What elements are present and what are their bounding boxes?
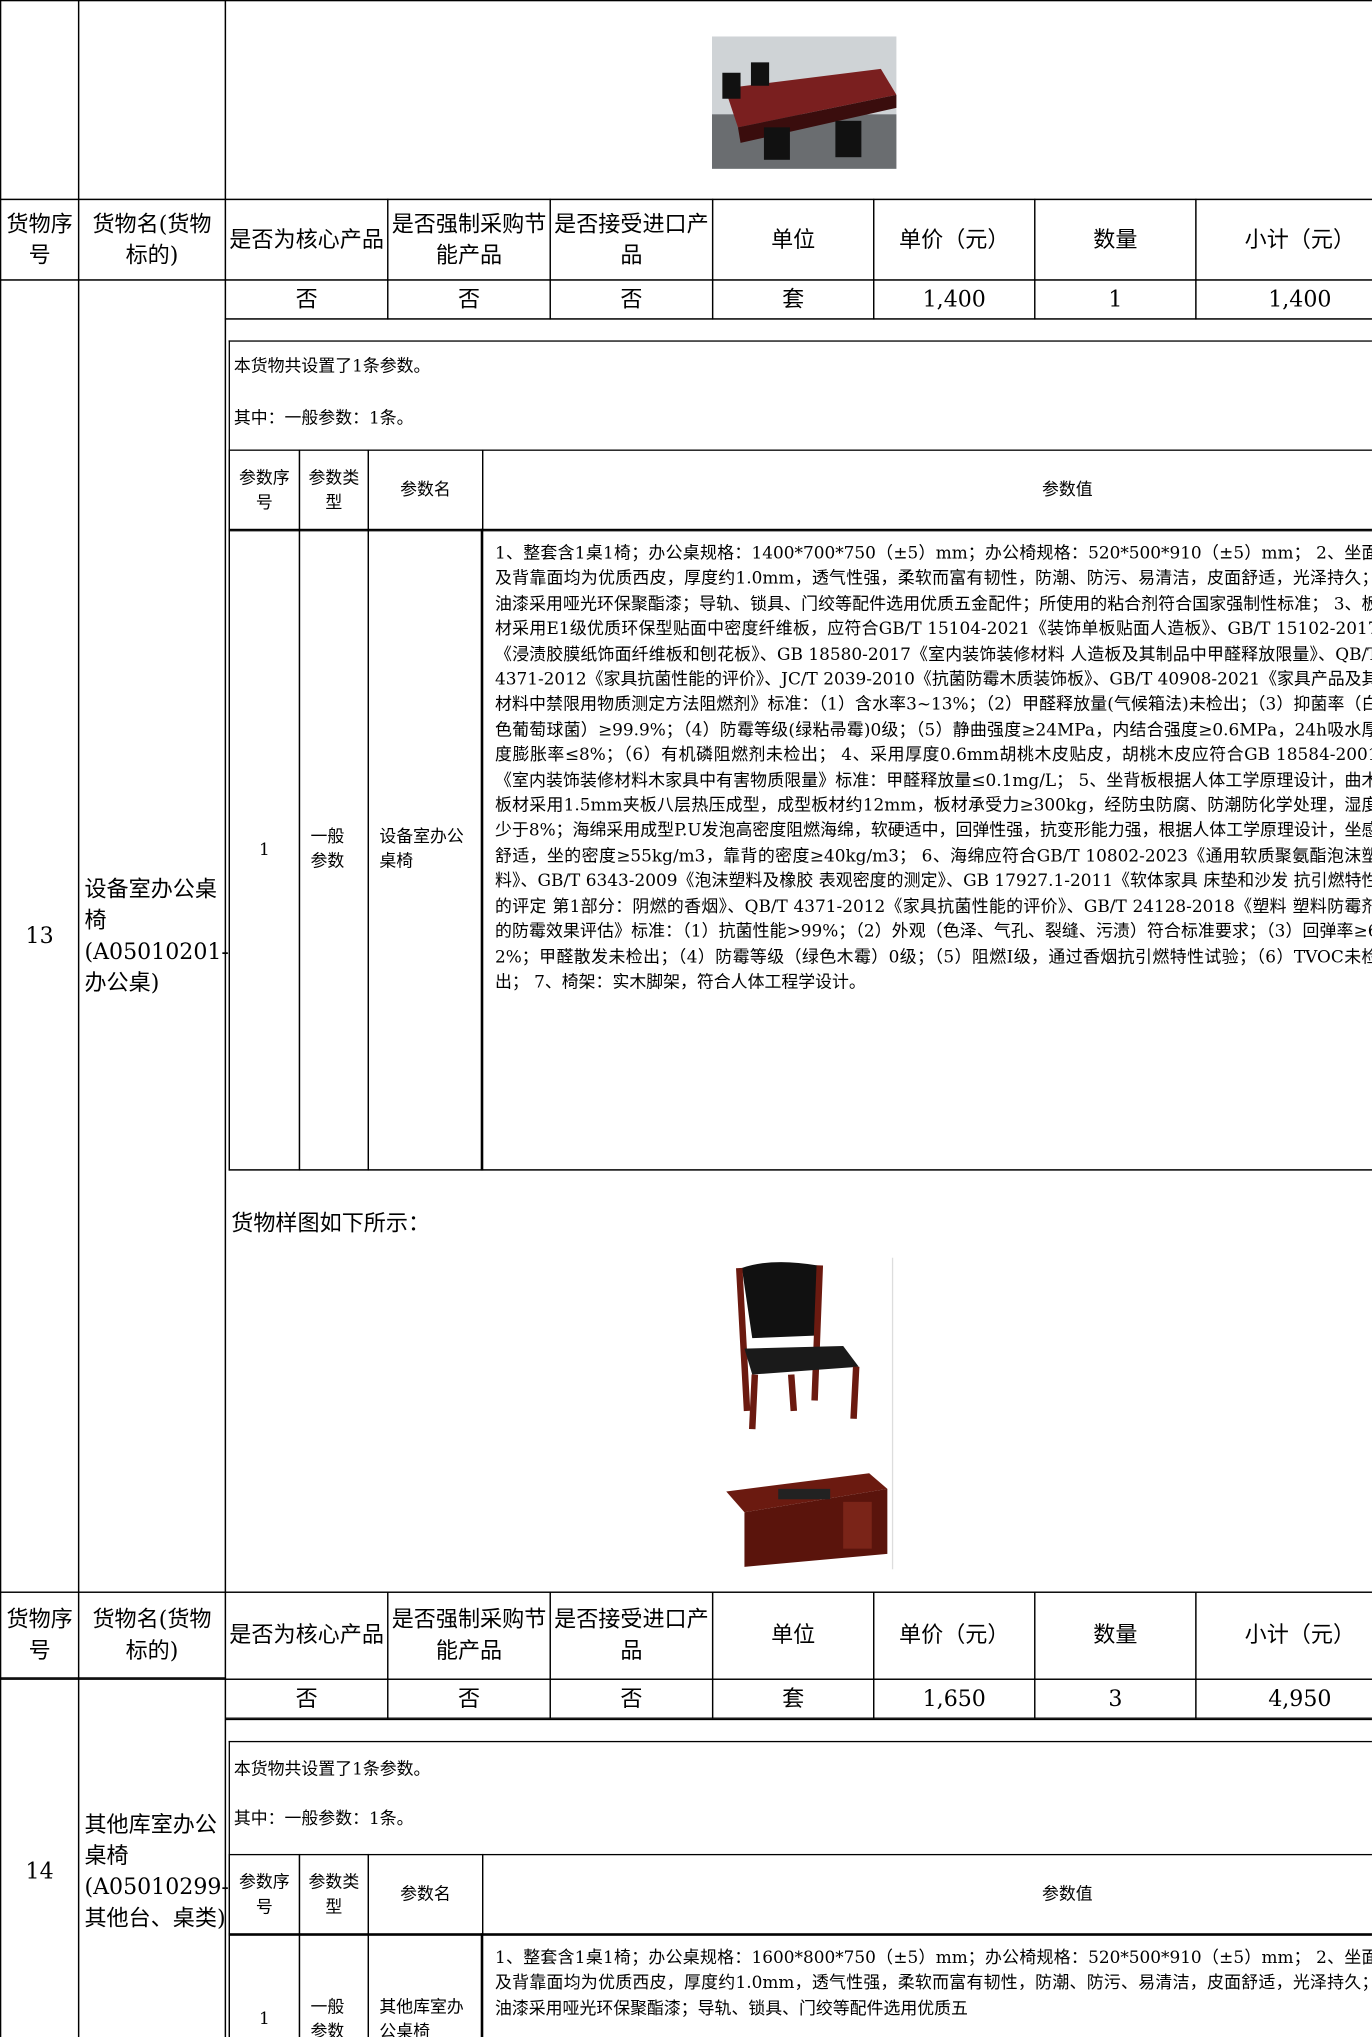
header-cell: 单价（元） (873, 1591, 1036, 1680)
chair-desk-image (726, 1257, 894, 1570)
param-cell: 1 (228, 528, 301, 1171)
param-cell: 其他库室办公桌椅 (367, 1933, 484, 2037)
sample-label: 货物样图如下所示： (231, 1210, 431, 1237)
header-cell: 小计（元） (1195, 198, 1372, 281)
header-cell: 是否接受进口产品 (549, 198, 714, 281)
value-cell: 套 (711, 279, 875, 320)
header-cell: 是否为核心产品 (224, 1591, 389, 1680)
value-cell: 套 (711, 1678, 875, 1719)
value-cell: 1,400 (1195, 279, 1372, 320)
cell (0, 0, 80, 201)
conference-table-image (711, 36, 897, 169)
header-cell: 货物名(货物标的) (77, 1591, 227, 1680)
header-cell: 货物序号 (0, 198, 80, 281)
seq: 13 (0, 279, 80, 1593)
param-value: 1、整套含1桌1椅；办公桌规格：1600*800*750（±5）mm；办公椅规格… (480, 1933, 1372, 2037)
value-cell: 1,650 (873, 1678, 1036, 1719)
header-cell: 单位 (711, 198, 875, 281)
param-header: 参数值 (482, 1853, 1372, 1936)
summary: 其中：一般参数：1条。 (233, 1809, 414, 1830)
param-header: 参数类型 (298, 449, 369, 532)
value-cell: 否 (387, 279, 551, 320)
value-cell: 否 (549, 1678, 714, 1719)
value-cell: 否 (549, 279, 714, 320)
header-cell: 数量 (1034, 198, 1197, 281)
value-cell: 4,950 (1195, 1678, 1372, 1719)
item-name: 设备室办公桌椅(A05010201-办公桌) (77, 279, 229, 1593)
param-header: 参数名 (367, 1853, 484, 1936)
value-cell: 否 (387, 1678, 551, 1719)
param-header: 参数序号 (228, 1853, 301, 1936)
param-header: 参数类型 (298, 1853, 369, 1936)
header-cell: 小计（元） (1195, 1591, 1372, 1680)
header-cell: 是否强制采购节能产品 (387, 198, 551, 281)
param-cell: 一般参数 (298, 528, 369, 1171)
value-cell: 3 (1034, 1678, 1197, 1719)
param-header: 参数名 (367, 449, 484, 532)
item-name: 其他库室办公桌椅(A05010299-其他台、桌类) (77, 1677, 229, 2037)
header-cell: 是否为核心产品 (224, 198, 389, 281)
value-cell: 否 (224, 1678, 389, 1719)
summary: 其中：一般参数：1条。 (233, 409, 414, 429)
param-cell: 设备室办公桌椅 (367, 528, 484, 1171)
param-cell: 一般参数 (298, 1933, 369, 2037)
header-cell: 是否接受进口产品 (549, 1591, 714, 1680)
param-cell: 1 (228, 1933, 301, 2037)
seq: 14 (0, 1677, 80, 2037)
param-header: 参数值 (482, 449, 1372, 532)
header-cell: 单位 (711, 1591, 875, 1680)
header-cell: 数量 (1034, 1591, 1197, 1680)
header-cell: 货物序号 (0, 1591, 80, 1680)
value-cell: 否 (224, 279, 389, 320)
header-cell: 是否强制采购节能产品 (387, 1591, 551, 1680)
param-header: 参数序号 (228, 449, 301, 532)
value-cell: 1 (1034, 279, 1197, 320)
cell (77, 0, 227, 201)
summary: 本货物共设置了1条参数。 (233, 357, 431, 377)
cell (224, 1718, 1372, 2037)
summary: 本货物共设置了1条参数。 (233, 1760, 431, 1780)
param-value: 1、整套含1桌1椅；办公桌规格：1400*700*750（±5）mm；办公椅规格… (480, 528, 1372, 1171)
value-cell: 1,400 (873, 279, 1036, 320)
header-cell: 货物名(货物标的) (77, 198, 227, 281)
header-cell: 单价（元） (873, 198, 1036, 281)
